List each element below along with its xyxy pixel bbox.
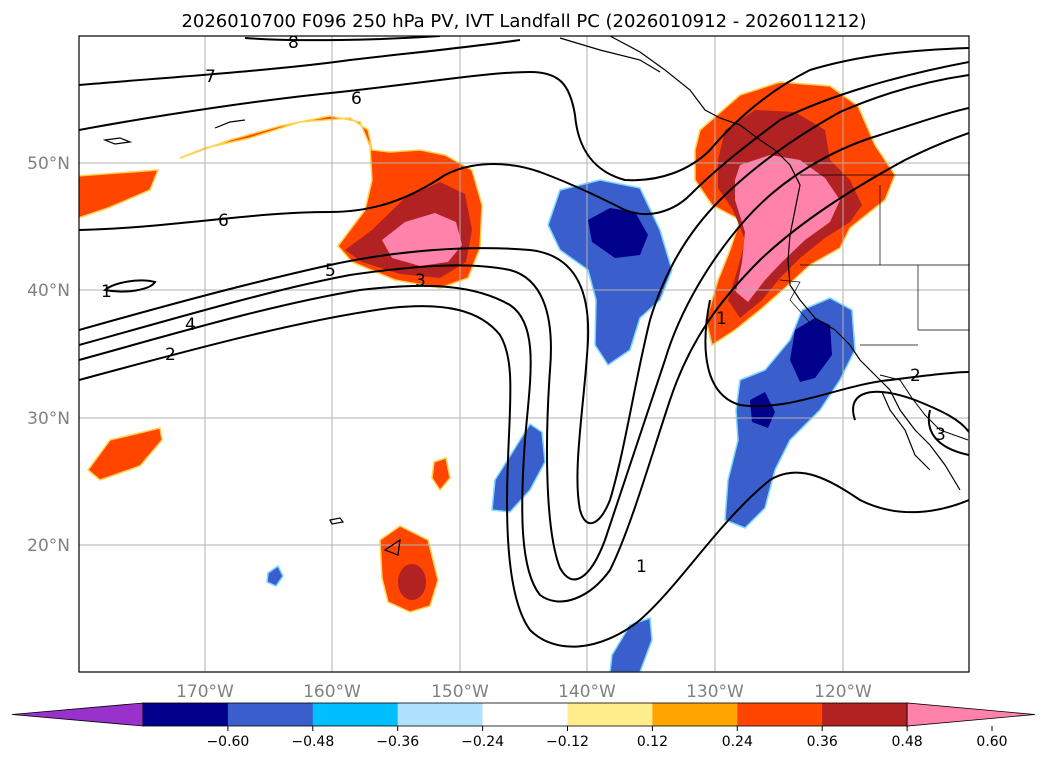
positive-anomaly-pacific xyxy=(79,115,483,613)
contour-label: 6 xyxy=(218,211,229,231)
colorbar-segment xyxy=(312,703,399,726)
colorbar-segment xyxy=(482,703,569,726)
contour-label: 7 xyxy=(205,67,216,87)
lat-label: 40°N xyxy=(27,281,70,301)
map-title: 2026010700 F096 250 hPa PV, IVT Landfall… xyxy=(181,11,866,32)
coastlines xyxy=(102,36,969,556)
colorbar-tick-label: −0.24 xyxy=(461,734,504,750)
contour-label: 2 xyxy=(165,345,176,365)
colorbar-tick-label: 0.36 xyxy=(807,734,838,750)
map-frame xyxy=(78,35,970,673)
contour-label: 2 xyxy=(910,366,921,386)
lon-label: 140°W xyxy=(558,682,616,702)
colorbar xyxy=(11,702,1036,727)
colorbar-extend-left xyxy=(11,702,144,727)
contour-label: 8 xyxy=(288,33,299,53)
contour-label: 1 xyxy=(101,282,112,302)
longitude-labels: 170°W 160°W 150°W 140°W 130°W 120°W xyxy=(176,682,872,702)
lat-label: 50°N xyxy=(27,154,70,174)
negative-anomaly-central xyxy=(266,179,856,672)
contour-label: 5 xyxy=(325,261,336,281)
colorbar-tick-label: 0.12 xyxy=(637,734,668,750)
colorbar-segment xyxy=(822,703,908,726)
colorbar-tick-label: −0.48 xyxy=(291,734,334,750)
colorbar-tick-label: −0.12 xyxy=(546,734,589,750)
colorbar-extend-right xyxy=(906,702,1036,727)
colorbar-segment xyxy=(652,703,738,726)
contour-label: 1 xyxy=(716,309,727,329)
colorbar-segment xyxy=(143,703,229,726)
colorbar-outline xyxy=(142,702,908,727)
lon-label: 150°W xyxy=(431,682,489,702)
colorbar-segment xyxy=(567,703,653,726)
map-content: 8 7 6 6 5 4 3 2 1 1 1 2 3 xyxy=(79,33,969,672)
colorbar-tick-label: −0.60 xyxy=(206,734,249,750)
lon-label: 120°W xyxy=(814,682,872,702)
political-borders xyxy=(779,174,969,346)
contour-label: 1 xyxy=(636,557,647,577)
colorbar-tick-label: 0.24 xyxy=(722,734,753,750)
lon-label: 170°W xyxy=(176,682,234,702)
lon-label: 160°W xyxy=(303,682,361,702)
colorbar-segment xyxy=(397,703,484,726)
contour-label: 3 xyxy=(415,271,426,291)
latitude-labels: 50°N 40°N 30°N 20°N xyxy=(27,154,70,556)
contours xyxy=(79,36,969,648)
colorbar-tick-label: 0.60 xyxy=(976,734,1007,750)
colorbar-tick-label: 0.48 xyxy=(892,734,923,750)
colorbar-ticks: −0.60 −0.48 −0.36 −0.24 −0.12 0.12 0.24 0.36 0.4… xyxy=(206,726,1008,750)
contour-label: 6 xyxy=(351,89,362,109)
colorbar-segment xyxy=(737,703,823,726)
contour-labels: 8 7 6 6 5 4 3 2 1 1 1 2 3 xyxy=(101,33,946,577)
lon-label: 130°W xyxy=(686,682,744,702)
contour-label: 3 xyxy=(935,425,946,445)
lat-label: 30°N xyxy=(27,409,70,429)
lat-label: 20°N xyxy=(27,536,70,556)
contour-label: 4 xyxy=(185,315,196,335)
colorbar-tick-label: −0.36 xyxy=(376,734,419,750)
colorbar-segment xyxy=(227,703,314,726)
